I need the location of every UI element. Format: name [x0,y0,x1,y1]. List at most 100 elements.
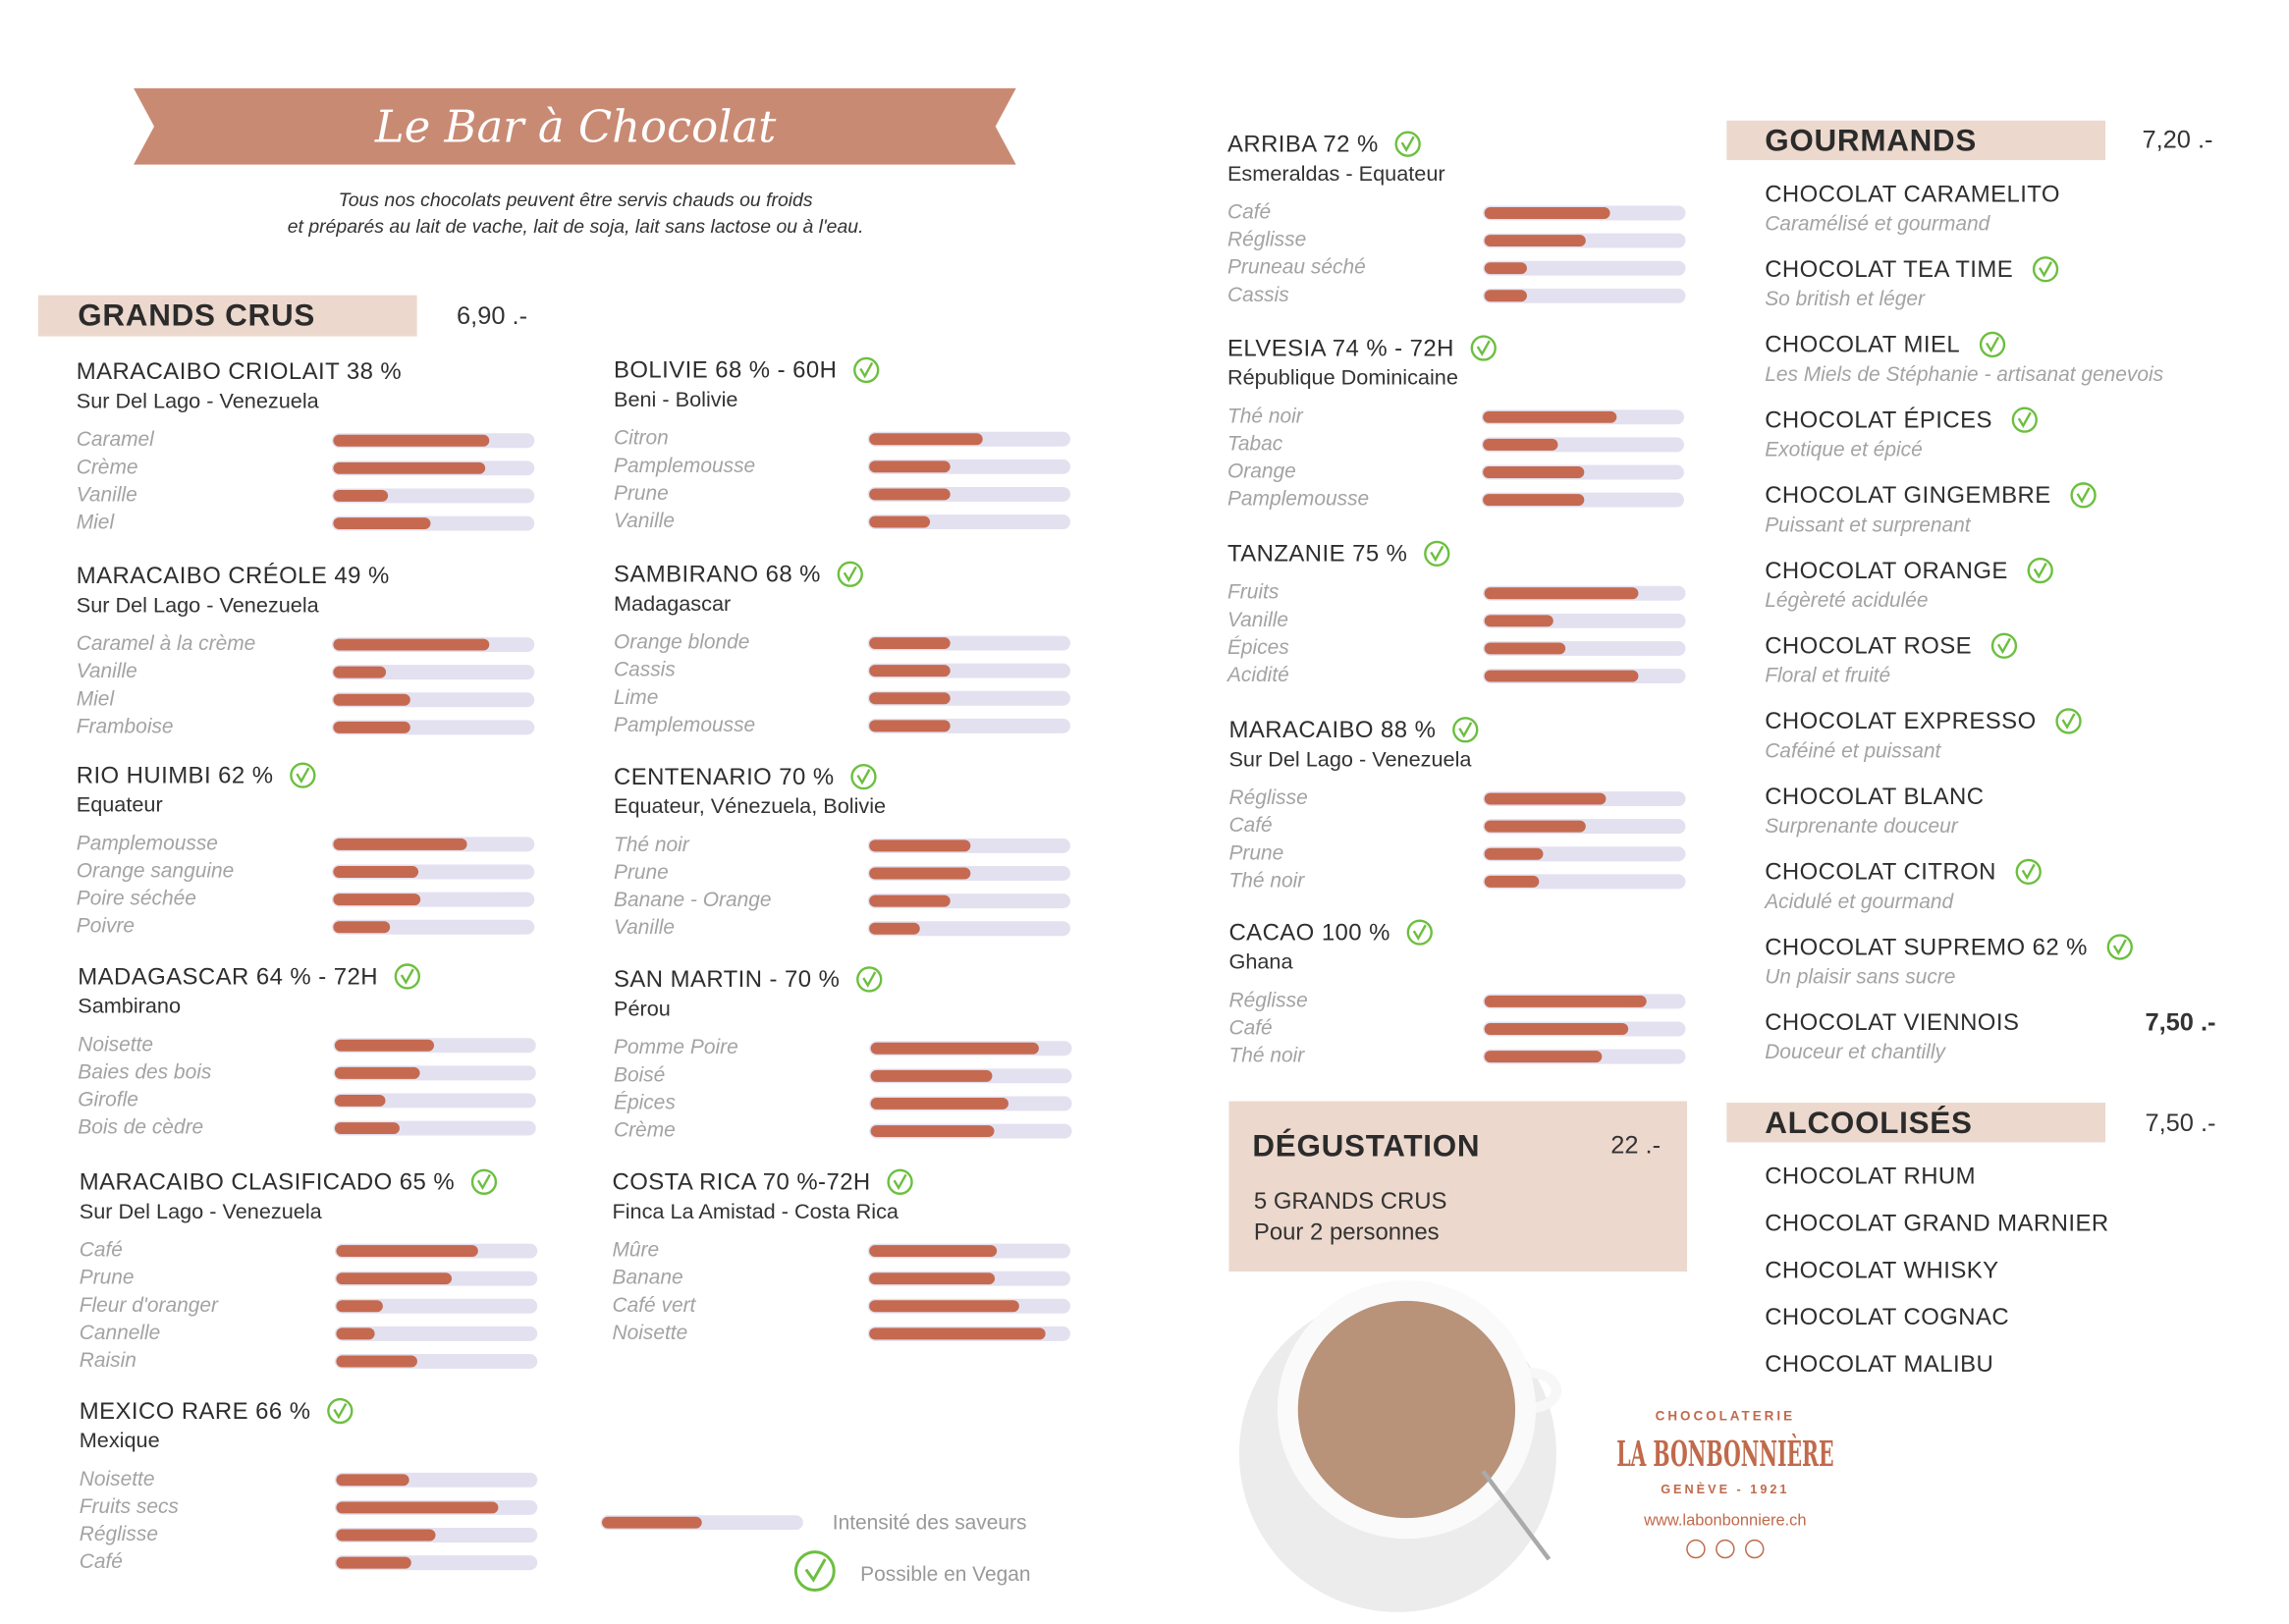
item-name: CENTENARIO 70 % [614,764,835,790]
degustation-title: DÉGUSTATION [1252,1129,1480,1164]
item-name: ELVESIA 74 % - 72H [1227,335,1454,361]
vegan-check [1985,336,2000,353]
flavor-name: Thé noir [1227,405,1304,427]
item-name: CHOCOLAT MIEL [1765,332,1960,358]
flavor-name: Noisette [612,1322,687,1344]
item-origin: Ghana [1228,949,1293,974]
intensity-bar [333,921,391,934]
flavor-name: Bois de cèdre [78,1116,203,1139]
intensity-bar [336,1474,409,1487]
item-name: CHOCOLAT VIENNOIS [1765,1009,2019,1036]
section-box [1726,1103,2106,1143]
intensity-bar [870,1125,995,1138]
item-name: CACAO 100 % [1228,919,1390,946]
item-name: MARACAIBO 88 % [1228,717,1436,743]
flavor-name: Raisin [80,1349,136,1372]
intensity-bar [869,1272,996,1285]
vegan-icon [850,763,877,790]
intensity-bar [333,461,486,474]
intensity-bar [869,1300,1019,1313]
vegan-icon [1452,717,1479,743]
intensity-bar [869,867,971,880]
item-description: Caramélisé et gourmand [1765,212,1990,235]
section-box [37,295,417,337]
item-name: CHOCOLAT WHISKY [1765,1257,1998,1283]
item-name: CHOCOLAT CARAMELITO [1765,181,2060,207]
intensity-track [334,1298,538,1314]
vegan-check [804,1558,827,1583]
vegan-check [2017,411,2032,429]
item-description: Caféiné et puissant [1765,739,1941,762]
intensity-bar [869,433,983,446]
vegan-check [2112,939,2127,955]
social-icon [1745,1539,1765,1559]
social-icon [1686,1539,1706,1559]
flavor-name: Épices [1227,636,1289,659]
intensity-bar [336,1556,411,1569]
intro: Tous nos chocolats peuvent être servis c… [339,189,813,211]
flavor-name: Fruits [1227,581,1280,604]
vegan-check [2033,562,2047,579]
intensity-bar [1484,875,1540,888]
flavor-name: Vanille [614,510,675,532]
intensity-bar [336,1245,478,1258]
flavor-name: Prune [80,1267,135,1289]
intensity-bar [333,434,490,447]
legend-label: Possible en Vegan [860,1563,1030,1586]
flavor-name: Miel [77,687,116,710]
vegan-icon [853,356,880,384]
intensity-bar [333,893,421,906]
item-origin: République Dominicaine [1227,365,1458,390]
vegan-icon [887,1168,913,1195]
item-name: RIO HUIMBI 62 % [77,762,274,788]
flavor-name: Cannelle [80,1322,161,1344]
flavor-name: Thé noir [1228,1045,1305,1067]
item-name: MARACAIBO CRIOLAIT 38 % [77,358,402,385]
degustation-box [1228,1101,1687,1272]
flavor-name: Crème [77,456,138,478]
vegan-check [893,1173,907,1191]
item-origin: Sur Del Lago - Venezuela [1228,746,1472,771]
intensity-bar [870,1042,1039,1055]
intensity-bar [336,1355,417,1368]
section-title: GRANDS CRUS [78,298,315,332]
item-name: MARACAIBO CLASIFICADO 65 % [80,1169,455,1196]
flavor-name: Réglisse [1228,786,1307,809]
intensity-bar [869,839,971,852]
flavor-name: Mûre [612,1239,659,1262]
intensity-bar [333,838,467,850]
item-description: Les Miels de Stéphanie - artisanat genev… [1765,363,2163,386]
intensity-bar [1484,847,1544,860]
item-name: CHOCOLAT CITRON [1765,859,1996,886]
vegan-check [856,769,871,785]
intensity-bar [333,517,431,530]
intensity-bar [1483,410,1617,423]
flavor-name: Café [80,1239,123,1262]
intensity-bar [1484,670,1639,682]
item-description: Légèreté acidulée [1765,589,1928,612]
intensity-bar [333,721,410,733]
intensity-bar [1483,438,1558,451]
logo-url: www.labonbonniere.ch [1643,1512,1806,1530]
item-name: SAMBIRANO 68 % [614,562,821,588]
intensity-bar [336,1327,375,1340]
item-name: TANZANIE 75 % [1227,541,1407,568]
item-origin: Esmeraldas - Equateur [1227,161,1445,186]
vegan-icon [2106,934,2133,960]
flavor-name: Pamplemousse [77,832,218,854]
intensity-bar [336,1529,436,1542]
flavor-name: Boisé [614,1063,665,1086]
flavor-name: Banane - Orange [614,889,772,911]
flavor-name: Fleur d'oranger [80,1294,219,1317]
item-origin: Mexique [80,1428,160,1452]
flavor-name: Tabac [1227,432,1283,455]
flavor-name: Citron [614,427,669,450]
intensity-bar [870,1097,1008,1110]
item-origin: Sur Del Lago - Venezuela [77,389,320,413]
intensity-bar [869,460,951,473]
flavor-name: Girofle [78,1088,138,1110]
section-box [1726,120,2106,161]
legend-label: Intensité des saveurs [833,1512,1027,1535]
price: 7,20 .- [2142,126,2212,153]
